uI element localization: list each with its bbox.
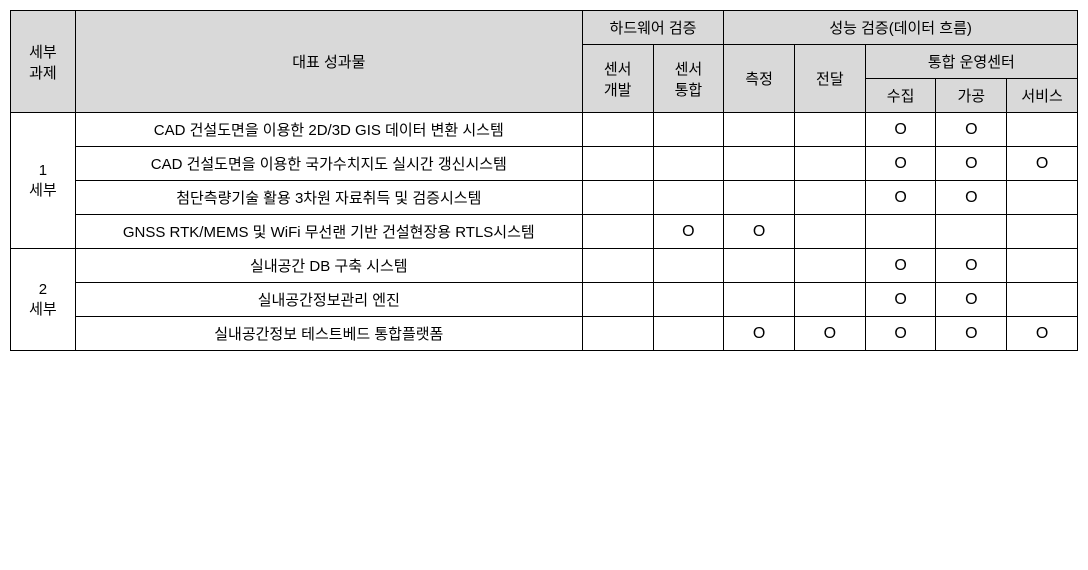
table-row: CAD 건설도면을 이용한 국가수치지도 실시간 갱신시스템 O O O xyxy=(11,147,1078,181)
cell-measurement xyxy=(724,147,795,181)
cell-transmission xyxy=(794,249,865,283)
table-header: 세부 과제 대표 성과물 하드웨어 검증 성능 검증(데이터 흐름) 센서 개발… xyxy=(11,11,1078,113)
cell-sensor-integration xyxy=(653,147,724,181)
cell-sensor-dev xyxy=(582,215,653,249)
header-perf-verification: 성능 검증(데이터 흐름) xyxy=(724,11,1078,45)
cell-transmission xyxy=(794,113,865,147)
group-label: 1 세부 xyxy=(11,113,76,249)
cell-sensor-integration xyxy=(653,283,724,317)
verification-table: 세부 과제 대표 성과물 하드웨어 검증 성능 검증(데이터 흐름) 센서 개발… xyxy=(10,10,1078,351)
header-sensor-dev: 센서 개발 xyxy=(582,45,653,113)
table-row: GNSS RTK/MEMS 및 WiFi 무선랜 기반 건설현장용 RTLS시스… xyxy=(11,215,1078,249)
table-row: 실내공간정보 테스트베드 통합플랫폼 O O O O O xyxy=(11,317,1078,351)
cell-collection: O xyxy=(865,113,936,147)
header-collection: 수집 xyxy=(865,79,936,113)
table-row: 2 세부 실내공간 DB 구축 시스템 O O xyxy=(11,249,1078,283)
cell-deliverable: 실내공간정보 테스트베드 통합플랫폼 xyxy=(75,317,582,351)
header-measurement: 측정 xyxy=(724,45,795,113)
cell-processing: O xyxy=(936,283,1007,317)
table-row: 실내공간정보관리 엔진 O O xyxy=(11,283,1078,317)
header-task: 세부 과제 xyxy=(11,11,76,113)
cell-service xyxy=(1007,283,1078,317)
cell-sensor-dev xyxy=(582,249,653,283)
cell-deliverable: 실내공간정보관리 엔진 xyxy=(75,283,582,317)
cell-processing: O xyxy=(936,181,1007,215)
cell-sensor-dev xyxy=(582,317,653,351)
header-service: 서비스 xyxy=(1007,79,1078,113)
cell-transmission xyxy=(794,147,865,181)
cell-collection xyxy=(865,215,936,249)
cell-measurement xyxy=(724,181,795,215)
cell-transmission xyxy=(794,215,865,249)
cell-deliverable: CAD 건설도면을 이용한 2D/3D GIS 데이터 변환 시스템 xyxy=(75,113,582,147)
cell-service xyxy=(1007,113,1078,147)
cell-sensor-dev xyxy=(582,181,653,215)
cell-measurement xyxy=(724,113,795,147)
cell-measurement: O xyxy=(724,215,795,249)
cell-measurement xyxy=(724,249,795,283)
cell-sensor-integration xyxy=(653,317,724,351)
cell-service: O xyxy=(1007,317,1078,351)
table-body: 1 세부 CAD 건설도면을 이용한 2D/3D GIS 데이터 변환 시스템 … xyxy=(11,113,1078,351)
cell-measurement xyxy=(724,283,795,317)
table-row: 첨단측량기술 활용 3차원 자료취득 및 검증시스템 O O xyxy=(11,181,1078,215)
header-processing: 가공 xyxy=(936,79,1007,113)
cell-transmission xyxy=(794,181,865,215)
cell-sensor-integration xyxy=(653,249,724,283)
cell-sensor-integration xyxy=(653,113,724,147)
cell-sensor-dev xyxy=(582,147,653,181)
header-ops-center: 통합 운영센터 xyxy=(865,45,1077,79)
cell-sensor-dev xyxy=(582,113,653,147)
cell-service: O xyxy=(1007,147,1078,181)
cell-service xyxy=(1007,181,1078,215)
group-label: 2 세부 xyxy=(11,249,76,351)
header-hw-verification: 하드웨어 검증 xyxy=(582,11,723,45)
cell-deliverable: CAD 건설도면을 이용한 국가수치지도 실시간 갱신시스템 xyxy=(75,147,582,181)
cell-processing: O xyxy=(936,113,1007,147)
cell-collection: O xyxy=(865,249,936,283)
table-row: 1 세부 CAD 건설도면을 이용한 2D/3D GIS 데이터 변환 시스템 … xyxy=(11,113,1078,147)
header-sensor-integration: 센서 통합 xyxy=(653,45,724,113)
cell-service xyxy=(1007,215,1078,249)
header-deliverable: 대표 성과물 xyxy=(75,11,582,113)
cell-collection: O xyxy=(865,147,936,181)
cell-service xyxy=(1007,249,1078,283)
cell-sensor-integration: O xyxy=(653,215,724,249)
cell-measurement: O xyxy=(724,317,795,351)
cell-deliverable: 첨단측량기술 활용 3차원 자료취득 및 검증시스템 xyxy=(75,181,582,215)
cell-processing: O xyxy=(936,317,1007,351)
cell-transmission xyxy=(794,283,865,317)
cell-transmission: O xyxy=(794,317,865,351)
cell-collection: O xyxy=(865,181,936,215)
cell-collection: O xyxy=(865,317,936,351)
cell-deliverable: GNSS RTK/MEMS 및 WiFi 무선랜 기반 건설현장용 RTLS시스… xyxy=(75,215,582,249)
cell-processing xyxy=(936,215,1007,249)
cell-processing: O xyxy=(936,147,1007,181)
cell-deliverable: 실내공간 DB 구축 시스템 xyxy=(75,249,582,283)
header-transmission: 전달 xyxy=(794,45,865,113)
cell-sensor-integration xyxy=(653,181,724,215)
cell-sensor-dev xyxy=(582,283,653,317)
cell-collection: O xyxy=(865,283,936,317)
cell-processing: O xyxy=(936,249,1007,283)
